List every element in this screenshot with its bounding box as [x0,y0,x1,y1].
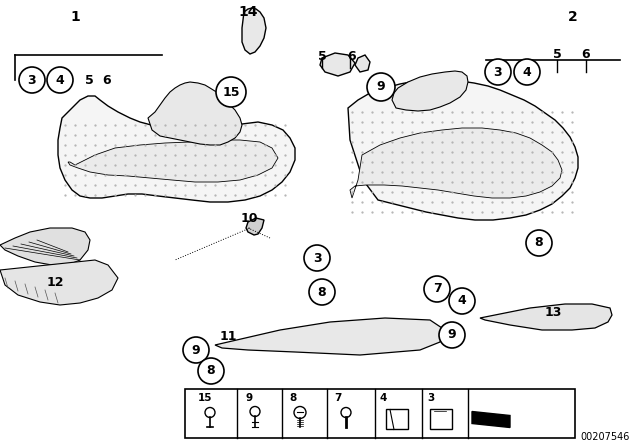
Circle shape [439,322,465,348]
Text: 14: 14 [238,5,258,19]
Text: 7: 7 [433,283,442,296]
Polygon shape [355,55,370,72]
FancyBboxPatch shape [386,409,408,430]
Circle shape [526,230,552,256]
Text: 15: 15 [222,86,240,99]
Text: 15: 15 [198,393,212,403]
Circle shape [19,67,45,93]
Text: 5: 5 [84,73,93,86]
Polygon shape [215,318,445,355]
Text: 8: 8 [207,365,215,378]
Circle shape [424,276,450,302]
Circle shape [216,77,246,107]
Text: 1: 1 [70,10,80,24]
Circle shape [304,245,330,271]
Text: 10: 10 [240,211,258,224]
Polygon shape [242,8,266,54]
Text: 4: 4 [380,393,387,403]
Text: 7: 7 [334,393,341,403]
Text: 8: 8 [534,237,543,250]
Text: 8: 8 [317,285,326,298]
FancyBboxPatch shape [185,389,575,438]
Circle shape [485,59,511,85]
FancyBboxPatch shape [430,409,452,430]
Text: 00207546: 00207546 [580,432,630,442]
Circle shape [449,288,475,314]
Polygon shape [58,96,295,202]
Polygon shape [480,304,612,330]
Polygon shape [350,128,562,198]
Text: 9: 9 [448,328,456,341]
Polygon shape [246,218,264,235]
Circle shape [514,59,540,85]
Text: 4: 4 [458,294,467,307]
Text: 3: 3 [313,251,321,264]
Text: 4: 4 [523,65,531,78]
Polygon shape [68,140,278,182]
Text: 9: 9 [245,393,252,403]
Polygon shape [320,53,355,76]
Text: 3: 3 [427,393,435,403]
Text: 3: 3 [493,65,502,78]
Polygon shape [392,71,468,111]
Text: 9: 9 [192,344,200,357]
Circle shape [309,279,335,305]
Circle shape [183,337,209,363]
Text: 9: 9 [377,81,385,94]
Text: 2: 2 [568,10,578,24]
Circle shape [198,358,224,384]
Circle shape [367,73,395,101]
Text: 11: 11 [220,329,237,343]
Polygon shape [148,82,242,145]
Polygon shape [348,80,578,220]
Text: 6: 6 [582,48,590,61]
Circle shape [47,67,73,93]
Text: 12: 12 [46,276,64,289]
Polygon shape [0,228,90,265]
Polygon shape [0,260,118,305]
Text: 8: 8 [289,393,296,403]
Text: 5: 5 [552,48,561,61]
Text: 3: 3 [28,73,36,86]
Text: 6: 6 [348,51,356,64]
Text: 6: 6 [102,73,111,86]
Polygon shape [472,412,510,427]
Text: 13: 13 [544,306,562,319]
Text: 5: 5 [317,51,326,64]
Text: 4: 4 [56,73,65,86]
